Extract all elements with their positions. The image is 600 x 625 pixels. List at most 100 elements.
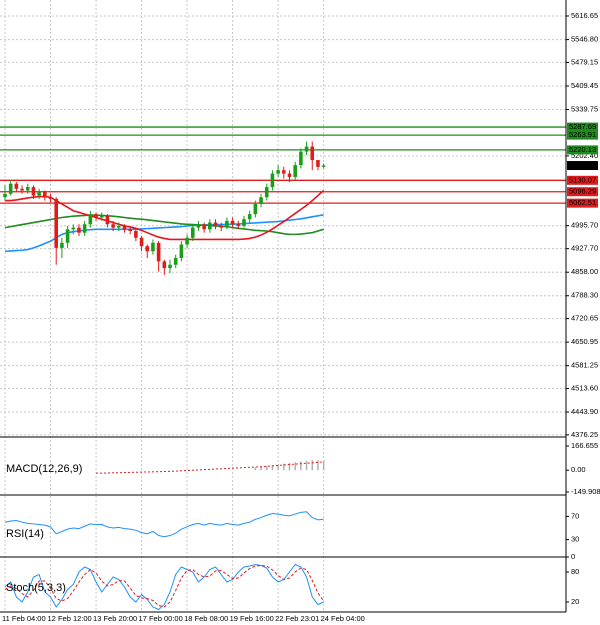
candle-body — [287, 173, 292, 177]
candle-body — [168, 264, 172, 269]
level-label-box — [567, 175, 598, 185]
indicator-line — [4, 511, 324, 538]
candle-body — [219, 225, 224, 228]
y-tick-label: -149.908 — [571, 487, 600, 496]
candle-body — [111, 224, 115, 228]
candle-body — [139, 237, 144, 247]
y-tick-label: 20 — [571, 597, 579, 606]
marks-layer — [0, 126, 566, 611]
y-tick-label: 5546.80 — [571, 35, 598, 44]
candle-body — [190, 227, 195, 238]
candle-body — [236, 224, 241, 226]
candle-body — [185, 237, 189, 245]
candle-body — [202, 224, 206, 230]
candle-body — [54, 198, 59, 248]
candle-body — [196, 224, 201, 228]
candle-body — [14, 183, 19, 189]
x-tick-label: 22 Feb 23:01 — [275, 614, 319, 623]
y-tick-label: 0 — [571, 552, 575, 561]
candle-body — [20, 188, 24, 191]
y-tick-label: 4858.00 — [571, 267, 598, 276]
candle-body — [65, 229, 70, 243]
y-tick-label: 4376.25 — [571, 430, 598, 439]
candle-body — [173, 258, 178, 265]
x-tick-label: 19 Feb 16:00 — [230, 614, 274, 623]
candle-body — [316, 160, 320, 167]
candle-body — [82, 224, 87, 233]
y-tick-label: 4995.70 — [571, 221, 598, 230]
candle-body — [264, 187, 269, 198]
moving-average — [5, 189, 325, 241]
grid-layer — [0, 0, 569, 612]
y-tick-label: 4720.65 — [571, 314, 598, 323]
candle-body — [247, 214, 252, 220]
candle-body — [8, 183, 13, 194]
candle-body — [128, 229, 132, 231]
candle-body — [242, 219, 246, 226]
level-label-box — [567, 130, 598, 140]
y-tick-label: 80 — [571, 567, 579, 576]
candle-body — [259, 197, 263, 204]
candle-body — [105, 215, 110, 225]
x-tick-label: 24 Feb 04:00 — [321, 614, 365, 623]
pane-title: RSI(14) — [6, 528, 44, 540]
y-tick-label: 5339.75 — [571, 104, 598, 113]
candle-body — [122, 225, 127, 230]
x-tick-label: 11 Feb 04:00 — [2, 614, 46, 623]
candle-body — [253, 203, 258, 215]
candle-body — [88, 214, 93, 225]
level-label: 5220.13 — [569, 145, 596, 154]
candle-body — [25, 187, 30, 191]
candle-body — [156, 242, 161, 262]
pane-title: MACD(12,26,9) — [6, 463, 82, 475]
y-tick-label: 166.655 — [571, 441, 598, 450]
level-label: 5263.91 — [569, 130, 596, 139]
level-label: 5062.51 — [569, 198, 596, 207]
candle-body — [162, 261, 167, 269]
candle-body — [31, 187, 36, 196]
candle-body — [71, 227, 76, 230]
x-tick-label: 12 Feb 12:00 — [48, 614, 92, 623]
candle-body — [151, 242, 155, 252]
last-price-label: 5173.85 — [569, 161, 596, 170]
candle-body — [310, 146, 315, 161]
candle-body — [77, 227, 81, 233]
candle-body — [225, 220, 229, 228]
labels-layer: 11 Feb 04:00 12 Feb 12:00 13 Feb 20:00 17 F… — [2, 11, 600, 623]
candle-body — [270, 173, 275, 188]
level-label: 5096.29 — [569, 187, 596, 196]
level-label: 5130.07 — [569, 175, 596, 184]
y-tick-label: 5202.40 — [571, 151, 598, 160]
y-tick-label: 70 — [571, 511, 579, 520]
candle-body — [117, 225, 121, 228]
level-label-box — [567, 122, 598, 132]
last-price-box — [567, 161, 598, 171]
candle-body — [3, 193, 7, 198]
y-tick-label: 5409.45 — [571, 81, 598, 90]
candle-body — [43, 192, 47, 198]
macd-signal — [96, 461, 324, 474]
candle-body — [99, 215, 104, 218]
y-tick-label: 0.00 — [571, 465, 586, 474]
candle-body — [179, 244, 184, 259]
indicator-signal — [4, 564, 325, 608]
y-tick-label: 4650.95 — [571, 337, 598, 346]
candle-body — [60, 242, 64, 248]
y-tick-label: 4788.30 — [571, 291, 598, 300]
moving-average — [4, 214, 324, 236]
candle-body — [293, 165, 297, 177]
candle-body — [276, 170, 280, 174]
y-tick-label: 5479.15 — [571, 57, 598, 66]
candle-body — [304, 146, 309, 152]
x-tick-label: 17 Feb 00:00 — [139, 614, 183, 623]
level-label-box — [567, 145, 598, 155]
candle-body — [208, 222, 212, 230]
y-tick-label: 5616.65 — [571, 11, 598, 20]
x-tick-label: 18 Feb 08:00 — [184, 614, 228, 623]
moving-average — [4, 214, 324, 253]
y-tick-label: 4581.25 — [571, 361, 598, 370]
candle-body — [282, 170, 286, 174]
